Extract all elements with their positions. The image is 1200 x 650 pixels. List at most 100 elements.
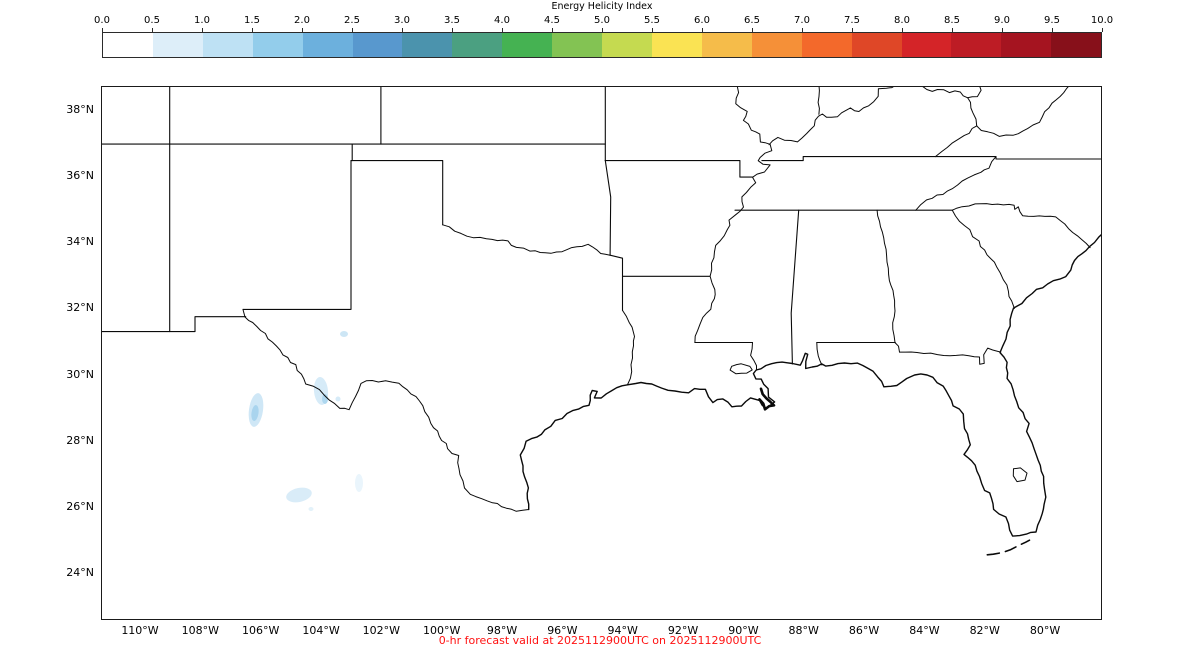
colorbar-tick-mark	[102, 28, 103, 32]
colorbar-tick-label: 6.5	[744, 15, 760, 26]
colorbar-cell	[951, 33, 1002, 57]
border-wv-oh-river	[967, 87, 982, 99]
border-va-nc-border	[934, 156, 1101, 160]
colorbar-cell	[252, 33, 303, 57]
colorbar-cell	[851, 33, 902, 57]
lat-tick-label: 34°N	[66, 235, 94, 249]
colorbar-cell	[103, 33, 153, 57]
border-ohio-river	[768, 87, 894, 146]
lat-tick-label: 36°N	[66, 169, 94, 183]
lat-tick-label: 26°N	[66, 499, 94, 513]
colorbar-cell	[402, 33, 453, 57]
colorbar-tick-mark	[1052, 28, 1053, 32]
border-red-river	[442, 224, 611, 256]
colorbar-tick-mark	[202, 28, 203, 32]
map-frame	[101, 86, 1102, 620]
lat-tick-label: 28°N	[66, 433, 94, 447]
border-ok-ar-border	[604, 160, 612, 256]
colorbar-cell	[452, 33, 503, 57]
colorbar-tick-mark	[702, 28, 703, 32]
colorbar-tick-mark	[852, 28, 853, 32]
lon-tick-label: 104°W	[302, 624, 340, 637]
colorbar-tick-label: 3.5	[444, 15, 460, 26]
colorbar-tick-label: 2.5	[344, 15, 360, 26]
lon-tick-label: 90°W	[728, 624, 759, 637]
colorbar-tick-label: 4.5	[544, 15, 560, 26]
border-tx-ar-la-border	[609, 254, 624, 311]
colorbar-tick-mark	[1002, 28, 1003, 32]
border-mississippi-river	[694, 87, 773, 343]
border-sabine-river	[622, 309, 635, 385]
border-al-ga-border	[876, 209, 900, 353]
border-pearl-river	[750, 342, 757, 371]
ehi-patch	[251, 405, 259, 421]
colorbar-tick-mark	[952, 28, 953, 32]
colorbar-cell	[701, 33, 752, 57]
lon-tick-label: 82°W	[969, 624, 1000, 637]
colorbar-tick-label: 7.0	[794, 15, 810, 26]
border-wv-va-border	[976, 87, 1069, 137]
ehi-patch	[335, 396, 341, 402]
border-il-in-border	[817, 87, 820, 115]
colorbar-tick-mark	[1102, 28, 1103, 32]
colorbar-cell	[202, 33, 253, 57]
map-svg	[102, 87, 1101, 556]
lat-tick-label: 32°N	[66, 301, 94, 315]
colorbar-tick-mark	[502, 28, 503, 32]
border-tn-nc-border	[915, 156, 997, 211]
lon-tick-label: 106°W	[241, 624, 280, 637]
colorbar-tick-label: 5.0	[594, 15, 610, 26]
border-lake-pontchartrain	[729, 363, 753, 375]
colorbar-tick-mark	[652, 28, 653, 32]
colorbar-tick-mark	[902, 28, 903, 32]
border-nm-ok-tx-meridian	[350, 143, 353, 310]
ehi-patch	[286, 487, 312, 503]
colorbar-title: Energy Helicity Index	[551, 1, 653, 12]
colorbar-tick-mark	[152, 28, 153, 32]
colorbar-cell	[651, 33, 702, 57]
lon-tick-label: 110°W	[121, 624, 159, 637]
colorbar-cell	[502, 33, 553, 57]
border-florida-keys-3	[986, 552, 1001, 556]
lon-tick-label: 86°W	[848, 624, 880, 637]
colorbar-tick-label: 2.0	[294, 15, 310, 26]
border-gulf-atlantic-coast	[519, 234, 1101, 537]
lon-tick-label: 108°W	[181, 624, 220, 637]
ehi-patch	[322, 394, 328, 404]
border-mo-ar-bootheel	[604, 160, 754, 178]
lon-tick-label: 98°W	[486, 624, 518, 637]
ehi-patch	[308, 507, 314, 511]
colorbar-tick-label: 9.5	[1044, 15, 1060, 26]
forecast-caption: 0-hr forecast valid at 2025112900UTC on …	[438, 634, 762, 647]
lat-tick-label: 38°N	[66, 103, 94, 116]
colorbar-cell	[302, 33, 353, 57]
lon-tick-label: 84°W	[909, 624, 940, 637]
colorbar-tick-label: 10.0	[1090, 15, 1114, 26]
colorbar-tick-label: 1.5	[244, 15, 260, 26]
colorbar-cell	[1001, 33, 1052, 57]
colorbar-tick-label: 5.5	[644, 15, 660, 26]
colorbar-cell	[801, 33, 852, 57]
colorbar-tick-label: 7.5	[844, 15, 860, 26]
border-florida-keys-1	[1020, 539, 1031, 546]
colorbar-cell	[352, 33, 403, 57]
border-ohio-river-east	[922, 87, 969, 99]
border-savannah-river	[951, 209, 1015, 309]
colorbar-tick-mark	[402, 28, 403, 32]
border-rio-grande	[242, 308, 530, 512]
lat-tick-label: 30°N	[66, 367, 94, 381]
border-tx-panhandle	[350, 160, 444, 226]
lat-tick-label: 24°N	[66, 565, 94, 579]
lon-tick-label: 80°W	[1029, 624, 1061, 637]
colorbar-cell	[152, 33, 203, 57]
colorbar-tick-label: 3.0	[394, 15, 410, 26]
border-florida-keys-2	[1004, 546, 1017, 553]
border-mississippi-delta	[758, 387, 776, 411]
ehi-patch	[340, 331, 348, 337]
border-perdido-river	[816, 342, 823, 366]
colorbar-tick-label: 0.5	[144, 15, 160, 26]
colorbar-tick-label: 0.0	[94, 15, 110, 26]
colorbar-tick-label: 8.0	[894, 15, 910, 26]
lon-tick-label: 102°W	[362, 624, 401, 637]
